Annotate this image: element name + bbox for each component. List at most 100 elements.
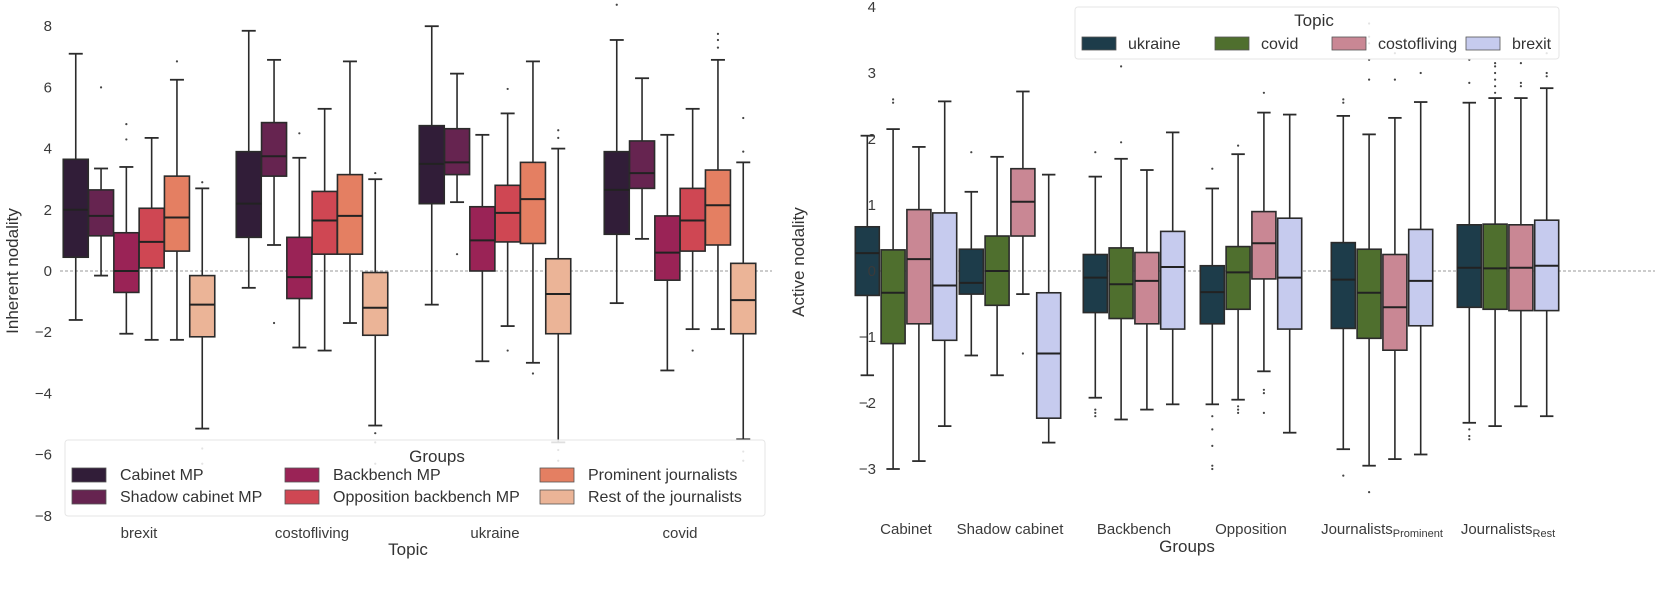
outlier-point bbox=[716, 38, 720, 42]
outlier-point bbox=[1494, 71, 1497, 75]
box-brexit-0 bbox=[931, 100, 958, 428]
box-costofliving-4 bbox=[1382, 52, 1408, 461]
iqr-box bbox=[854, 225, 881, 297]
box-costofliving-1 bbox=[1010, 90, 1036, 355]
outlier-point bbox=[970, 151, 973, 154]
outlier-point bbox=[1494, 62, 1497, 65]
legend-swatch bbox=[71, 489, 107, 505]
iqr-box bbox=[188, 274, 216, 338]
y-tick-label: −8 bbox=[35, 508, 52, 525]
y-tick-label: 0 bbox=[868, 263, 876, 280]
outlier-point bbox=[1120, 65, 1123, 68]
box-shadow-cabinet-mp-0 bbox=[87, 86, 115, 277]
outlier-point bbox=[506, 87, 509, 91]
iqr-box bbox=[1035, 291, 1062, 419]
iqr-box bbox=[235, 150, 263, 239]
iqr-box bbox=[1159, 230, 1186, 330]
y-tick-label: 2 bbox=[868, 131, 876, 148]
x-tick-label: JournalistsProminent bbox=[1321, 521, 1443, 540]
legend-entry-costofliving: costofliving bbox=[1331, 36, 1457, 53]
box-shadow-cabinet-mp-2 bbox=[443, 72, 471, 256]
box-opposition-backbench-mp-3 bbox=[679, 107, 706, 352]
legend-label: covid bbox=[1261, 36, 1298, 53]
outlier-point bbox=[1120, 141, 1123, 144]
iqr-box bbox=[469, 205, 496, 272]
outlier-point bbox=[1519, 81, 1522, 84]
outlier-point bbox=[175, 60, 179, 63]
outlier-point bbox=[1519, 62, 1522, 65]
iqr-box bbox=[729, 262, 757, 335]
iqr-box bbox=[1225, 245, 1251, 311]
outlier-point bbox=[506, 349, 509, 352]
outlier-point bbox=[1211, 415, 1214, 418]
x-tick-label: JournalistsRest bbox=[1461, 521, 1555, 540]
y-tick-label: −6 bbox=[35, 447, 52, 464]
y-tick-label: −3 bbox=[859, 461, 876, 478]
outlier-point bbox=[1468, 81, 1471, 84]
box-shadow-cabinet-mp-1 bbox=[260, 58, 288, 325]
legend-label: costofliving bbox=[1378, 36, 1457, 53]
box-costofliving-2 bbox=[1134, 169, 1160, 411]
legend-swatch bbox=[284, 489, 320, 505]
outlier-point bbox=[1094, 415, 1097, 418]
x-axis: Cabinet Shadow cabinet Backbench Opposition… bbox=[880, 521, 1555, 540]
box-prominent-journalists-1 bbox=[336, 60, 364, 324]
x-axis-label: Groups bbox=[1159, 537, 1215, 556]
box-ukraine-3 bbox=[1199, 167, 1226, 471]
iqr-box bbox=[931, 212, 958, 342]
outlier-point bbox=[1519, 85, 1522, 88]
box-opposition-backbench-mp-2 bbox=[494, 87, 521, 352]
iqr-box bbox=[906, 208, 932, 325]
box-rest-of-the-journalists-3 bbox=[729, 116, 757, 462]
y-axis-label: Inherent nodality bbox=[3, 208, 22, 334]
series-rest-of-the-journalists bbox=[188, 116, 757, 465]
y-tick-label: 8 bbox=[44, 18, 52, 35]
box-cabinet-mp-1 bbox=[235, 29, 263, 289]
legend-swatch bbox=[1081, 36, 1117, 51]
x-tick-label: brexit bbox=[121, 525, 159, 542]
iqr-box bbox=[260, 121, 288, 177]
legend-swatch bbox=[284, 467, 320, 483]
outlier-point bbox=[1342, 474, 1345, 477]
outlier-point bbox=[615, 3, 618, 6]
outlier-point bbox=[1237, 408, 1240, 411]
box-ukraine-2 bbox=[1082, 151, 1109, 418]
outlier-point bbox=[1494, 91, 1497, 94]
outlier-point bbox=[1494, 65, 1497, 68]
x-tick-label: Backbench bbox=[1097, 521, 1171, 538]
legend-entry-covid: covid bbox=[1214, 36, 1298, 53]
legend-swatch bbox=[539, 489, 575, 505]
iqr-box bbox=[544, 257, 572, 335]
iqr-box bbox=[1134, 251, 1160, 325]
y-tick-label: −1 bbox=[859, 329, 876, 346]
box-prominent-journalists-0 bbox=[163, 60, 191, 341]
legend-swatch bbox=[539, 467, 575, 483]
box-ukraine-4 bbox=[1330, 98, 1357, 477]
outlier-point bbox=[99, 86, 103, 89]
legend-entry-cabinet-mp: Cabinet MP bbox=[71, 467, 204, 484]
legend-swatch bbox=[1331, 36, 1367, 51]
box-prominent-journalists-2 bbox=[519, 60, 547, 375]
legend-swatch bbox=[1465, 36, 1501, 51]
outlier-point bbox=[1368, 491, 1371, 494]
iqr-box bbox=[311, 190, 338, 255]
iqr-box bbox=[113, 231, 140, 294]
x-tick-label: Shadow cabinet bbox=[957, 521, 1065, 538]
outlier-point bbox=[1262, 91, 1265, 94]
legend-label: Opposition backbench MP bbox=[333, 489, 520, 506]
outlier-point bbox=[374, 432, 377, 435]
outlier-point bbox=[1211, 444, 1214, 447]
outlier-point bbox=[1262, 411, 1265, 414]
iqr-box bbox=[1251, 210, 1277, 280]
iqr-box bbox=[1456, 224, 1483, 309]
legend-title: Groups bbox=[409, 447, 465, 466]
outlier-point bbox=[1342, 101, 1345, 104]
box-covid-0 bbox=[880, 98, 906, 470]
box-costofliving-3 bbox=[1251, 91, 1277, 414]
outlier-point bbox=[892, 98, 895, 101]
series-ukraine bbox=[854, 45, 1483, 477]
iqr-box bbox=[1082, 253, 1109, 314]
y-axis: 8 6 4 2 0 −2 −4 −6 −8 bbox=[35, 18, 52, 525]
active-nodality-chart: 4 3 2 1 0 −1 −2 −3 Cabinet Shadow cabinet Backben… bbox=[789, 0, 1655, 556]
box-ukraine-0 bbox=[854, 134, 881, 408]
